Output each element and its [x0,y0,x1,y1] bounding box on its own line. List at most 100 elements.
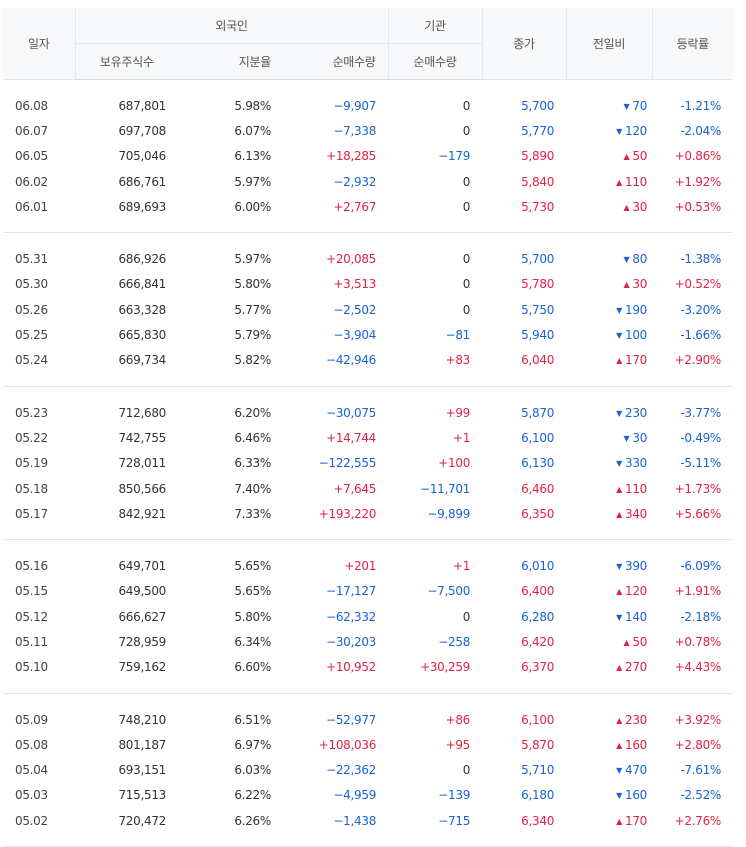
header-holdings: 보유주식수 [74,43,178,80]
date-cell: 05.08 [15,737,48,752]
inst-net-cell: +1 [452,430,471,445]
change-cell: ▲ 170 [566,348,652,373]
table-row: 05.17 842,921 7.33% +193,220 −9,899 6,350 ▲ 340… [3,501,733,526]
inst-net-cell: −715 [438,813,471,828]
change-value: 70 [632,98,648,113]
date-cell: 05.24 [15,353,48,368]
change-cell: ▼ 30 [566,425,652,450]
date-cell: 06.01 [15,199,48,214]
foreign-net-cell: −62,332 [326,609,377,624]
change-value: 50 [632,634,648,649]
foreign-net-cell: −22,362 [326,763,377,778]
holdings-cell: 687,801 [118,98,166,113]
change-cell: ▲ 110 [566,476,652,501]
table-row: 05.15 649,500 5.65% −17,127 −7,500 6,400 ▲ 120 +… [3,579,733,604]
date-cell: 05.10 [15,660,48,675]
header-rate: 등락률 [651,8,734,80]
inst-net-cell: +95 [445,737,471,752]
rate-cell: -3.77% [680,405,722,420]
change-value: 160 [625,737,648,752]
close-cell: 5,780 [521,277,555,292]
rate-cell: +4.43% [674,660,722,675]
investor-trading-table: 일자 외국인 기관 종가 전일비 등락률 보유주식수 지분율 순매수량 순매수량… [3,8,734,847]
foreign-net-cell: −122,555 [318,456,377,471]
table-row: 06.07 697,708 6.07% −7,338 0 5,770 ▼ 120 -2.04% [3,118,733,143]
table-row: 05.19 728,011 6.33% −122,555 +100 6,130 ▼ 330 -5… [3,451,733,476]
header-institution: 기관 [387,8,483,44]
inst-net-cell: +30,259 [420,660,471,675]
change-cell: ▲ 160 [566,732,652,757]
triangle-down-icon: ▼ [616,459,623,469]
date-cell: 05.16 [15,559,48,574]
group-top-gap [3,540,733,554]
change-value: 30 [632,430,648,445]
change-cell: ▲ 30 [566,194,652,219]
change-value: 170 [625,813,648,828]
date-cell: 05.09 [15,712,48,727]
change-cell: ▲ 230 [566,707,652,732]
rate-cell: +0.52% [674,277,722,292]
foreign-net-cell: −52,977 [326,712,377,727]
table-row: 06.01 689,693 6.00% +2,767 0 5,730 ▲ 30 +0.53% [3,194,733,219]
change-cell: ▲ 50 [566,144,652,169]
close-cell: 5,730 [521,199,555,214]
table-row: 05.08 801,187 6.97% +108,036 +95 5,870 ▲ 160 +2.… [3,732,733,757]
close-cell: 5,870 [521,405,555,420]
table-row: 06.05 705,046 6.13% +18,285 −179 5,890 ▲ 50 +0.8… [3,144,733,169]
foreign-net-cell: −30,075 [326,405,377,420]
close-cell: 6,370 [521,660,555,675]
date-cell: 06.07 [15,123,48,138]
close-cell: 6,420 [521,634,555,649]
foreign-net-cell: +20,085 [326,252,377,267]
date-cell: 05.22 [15,430,48,445]
holdings-cell: 686,926 [118,252,166,267]
holdings-cell: 666,841 [118,277,166,292]
change-cell: ▼ 470 [566,758,652,783]
table-row: 05.09 748,210 6.51% −52,977 +86 6,100 ▲ 230 +3.9… [3,707,733,732]
close-cell: 5,840 [521,174,555,189]
foreign-net-cell: −4,959 [333,788,377,803]
date-cell: 05.26 [15,302,48,317]
table-row: 05.10 759,162 6.60% +10,952 +30,259 6,370 ▲ 270… [3,655,733,680]
change-value: 80 [632,252,648,267]
triangle-up-icon: ▲ [616,484,623,494]
foreign-net-cell: +7,645 [333,481,377,496]
inst-net-cell: 0 [462,98,471,113]
foreign-net-cell: −2,932 [333,174,377,189]
share-cell: 5.97% [234,174,271,189]
table-row: 06.02 686,761 5.97% −2,932 0 5,840 ▲ 110 +1.92% [3,169,733,194]
share-cell: 5.80% [234,277,271,292]
change-value: 110 [625,174,648,189]
change-cell: ▲ 50 [566,629,652,654]
share-cell: 5.77% [234,302,271,317]
triangle-up-icon: ▲ [623,280,630,290]
change-value: 170 [625,353,648,368]
table-row: 05.30 666,841 5.80% +3,513 0 5,780 ▲ 30 +0.52% [3,272,733,297]
share-cell: 6.51% [234,712,271,727]
inst-net-cell: 0 [462,174,471,189]
close-cell: 5,890 [521,149,555,164]
foreign-net-cell: +108,036 [318,737,377,752]
change-cell: ▼ 140 [566,604,652,629]
inst-net-cell: −9,899 [427,506,471,521]
holdings-cell: 720,472 [118,813,166,828]
date-cell: 05.04 [15,763,48,778]
close-cell: 5,700 [521,252,555,267]
close-cell: 6,040 [521,353,555,368]
close-cell: 5,700 [521,98,555,113]
share-cell: 7.40% [234,481,271,496]
inst-net-cell: +86 [445,712,471,727]
inst-net-cell: +100 [438,456,471,471]
triangle-down-icon: ▼ [623,101,630,111]
triangle-down-icon: ▼ [623,433,630,443]
rate-cell: +1.92% [674,174,722,189]
header-close: 종가 [481,8,567,80]
triangle-up-icon: ▲ [616,509,623,519]
holdings-cell: 669,734 [118,353,166,368]
change-cell: ▼ 120 [566,118,652,143]
change-value: 140 [625,609,648,624]
foreign-net-cell: +201 [344,559,377,574]
foreign-net-cell: −30,203 [326,634,377,649]
change-value: 330 [625,456,648,471]
table-row: 05.04 693,151 6.03% −22,362 0 5,710 ▼ 470 -7.61% [3,758,733,783]
